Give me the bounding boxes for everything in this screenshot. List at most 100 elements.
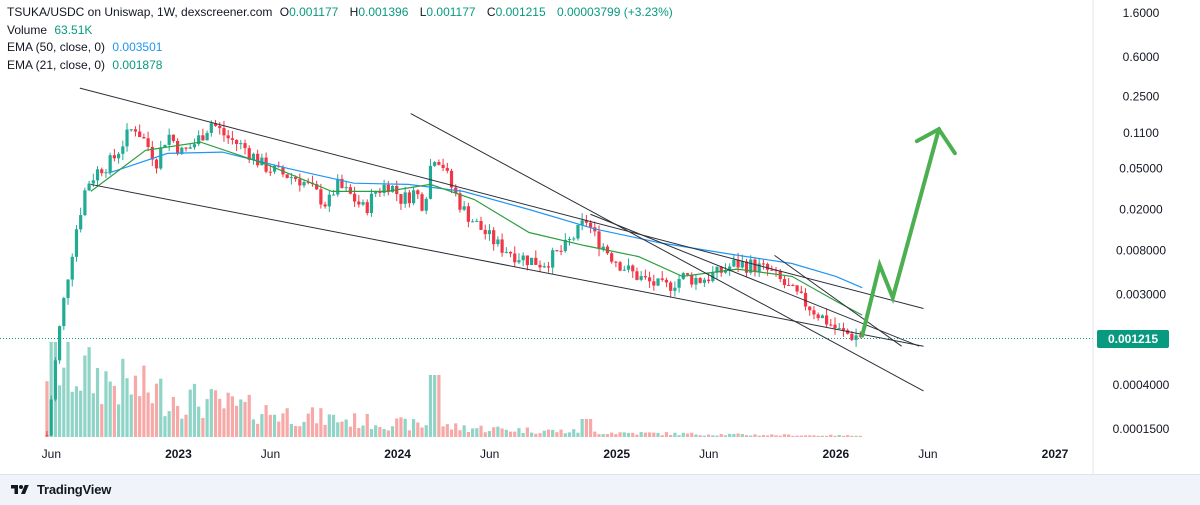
candle-body — [719, 266, 723, 273]
candle-body — [702, 279, 706, 283]
low-value: 0.001177 — [426, 5, 476, 19]
y-tick-label: 0.2500 — [1123, 89, 1160, 103]
candle-body — [420, 194, 424, 211]
candle-body — [765, 263, 770, 270]
legend-ema50-row[interactable]: EMA (50, close, 0) 0.003501 — [7, 39, 677, 57]
candle-body — [302, 182, 306, 186]
volume-bar — [572, 429, 576, 437]
candle-body — [251, 153, 256, 160]
candle-body — [492, 230, 496, 245]
tradingview-brand[interactable]: TradingView — [9, 482, 111, 497]
ema21-label: EMA (21, close, 0) — [7, 57, 106, 72]
candle-body — [171, 134, 175, 141]
candle-body — [837, 328, 841, 330]
volume-bar — [323, 424, 327, 437]
volume-bar — [445, 424, 449, 437]
volume-bar — [407, 430, 411, 437]
volume-bar — [483, 432, 487, 437]
candle-body — [129, 129, 133, 131]
candle-body — [374, 191, 378, 194]
volume-bar — [226, 392, 230, 437]
volume-bar — [281, 413, 285, 437]
candle-body — [192, 144, 197, 148]
volume-bar — [466, 432, 470, 437]
candle-body — [829, 324, 833, 326]
candle-body — [150, 146, 154, 160]
volume-bar — [340, 421, 344, 437]
candle-body — [690, 274, 694, 285]
volume-bar — [685, 433, 690, 437]
volume-bar — [694, 434, 698, 437]
volume-value: 63.51K — [54, 22, 93, 37]
candle-body — [336, 178, 340, 195]
candle-body — [411, 190, 416, 204]
candle-body — [108, 155, 112, 173]
volume-bar — [125, 378, 129, 437]
volume-bar — [357, 428, 361, 437]
time-axis: Jun 2023 Jun 2024 Jun 2025 Jun 2026 Jun 2027 — [42, 447, 1069, 461]
volume-bar — [538, 433, 542, 437]
volume-bar — [171, 396, 175, 437]
candle-body — [243, 143, 247, 149]
candle-body — [49, 399, 53, 436]
candle-body — [306, 182, 310, 184]
volume-bar — [517, 428, 521, 437]
volume-bar — [45, 381, 49, 437]
volume-bar — [201, 418, 205, 437]
volume-bar — [576, 432, 580, 437]
volume-bar — [449, 429, 454, 437]
candle-body — [66, 279, 70, 299]
volume-bar — [234, 405, 239, 437]
candle-body — [534, 257, 538, 265]
projection-arrowhead — [914, 126, 957, 156]
volume-bar — [521, 433, 525, 437]
volume-bar — [416, 422, 420, 437]
volume-bar — [584, 419, 588, 437]
candle-body — [626, 265, 631, 270]
volume-bar — [529, 432, 534, 437]
y-tick-label: 0.05000 — [1119, 161, 1163, 175]
candle-body — [201, 135, 205, 141]
volume-bar — [361, 425, 365, 437]
candle-body — [770, 269, 774, 271]
volume-bar — [715, 435, 719, 437]
candle-body — [138, 131, 142, 138]
x-tick-label: 2023 — [165, 447, 192, 461]
volume-bar — [740, 434, 744, 437]
legend-ema21-row[interactable]: EMA (21, close, 0) 0.001878 — [7, 57, 677, 75]
volume-bar — [104, 371, 108, 437]
x-tick-label: 2025 — [603, 447, 630, 461]
candle-body — [234, 139, 239, 144]
candle-body — [146, 138, 150, 147]
volume-bar — [428, 375, 433, 437]
candle-body — [664, 279, 669, 283]
candle-body — [723, 270, 728, 273]
candle-body — [390, 185, 395, 193]
candle-body — [112, 155, 116, 159]
volume-bar — [479, 425, 483, 437]
candle-body — [403, 192, 407, 204]
volume-bar — [395, 418, 399, 437]
volume-bar — [251, 419, 256, 437]
volume-bar — [854, 435, 858, 437]
candle-body — [79, 215, 83, 230]
candle-body — [757, 263, 761, 272]
legend-volume-row[interactable]: Volume 63.51K — [7, 22, 677, 40]
candle-body — [247, 148, 251, 160]
candle-body — [774, 270, 778, 272]
volume-bar — [176, 405, 180, 437]
candle-body — [694, 277, 698, 285]
candle-body — [812, 310, 816, 315]
volume-bar — [673, 432, 677, 437]
footer-bar: TradingView — [0, 474, 1200, 505]
volume-bar — [293, 425, 298, 437]
candle-body — [736, 259, 740, 268]
candle-body — [660, 278, 664, 280]
volume-bar — [306, 413, 310, 437]
symbol-title[interactable]: TSUKA/USDC on Uniswap, 1W, dexscreener.c… — [7, 5, 273, 19]
volume-bar — [812, 435, 816, 437]
volume-bar — [803, 435, 808, 437]
volume-bar — [58, 385, 62, 437]
candle-body — [820, 315, 824, 319]
